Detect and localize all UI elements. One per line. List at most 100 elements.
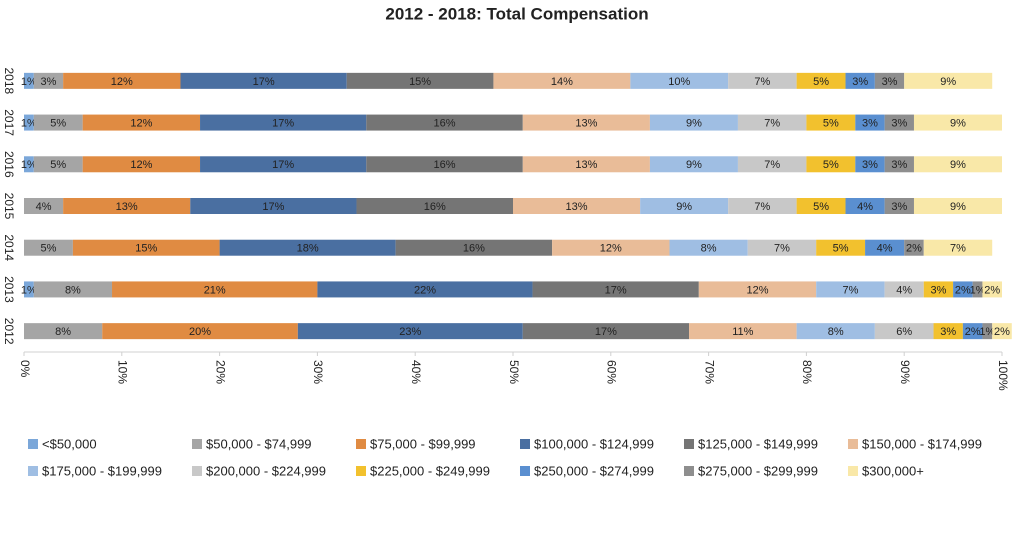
- bar-segment: [493, 72, 631, 89]
- data-label: 5%: [813, 76, 829, 88]
- bar-segment: [24, 239, 73, 256]
- data-label: 9%: [686, 159, 702, 171]
- data-label: 9%: [676, 201, 692, 213]
- x-tick-label: 50%: [507, 360, 521, 384]
- legend-swatch: [28, 466, 38, 476]
- bar-segment: [366, 156, 523, 173]
- data-label: 12%: [111, 76, 133, 88]
- bar-segment: [356, 198, 513, 214]
- data-label: 7%: [774, 243, 790, 255]
- bar-segment: [874, 323, 934, 340]
- data-label: 9%: [950, 117, 966, 129]
- bar-segment: [72, 239, 220, 256]
- bar-segment: [649, 156, 738, 173]
- bar-segment: [806, 114, 856, 131]
- bar-segment: [737, 156, 807, 173]
- bar-segment: [33, 72, 64, 89]
- y-tick-label: 2015: [2, 193, 16, 220]
- data-label: 9%: [940, 76, 956, 88]
- legend-swatch: [684, 439, 694, 449]
- data-label: 18%: [297, 243, 319, 255]
- legend-swatch: [848, 439, 858, 449]
- bar-segment: [346, 72, 494, 89]
- data-label: 5%: [40, 243, 56, 255]
- x-tick-label: 90%: [898, 360, 912, 384]
- data-label: 8%: [828, 326, 844, 338]
- legend-label: $225,000 - $249,999: [370, 463, 490, 478]
- data-label: 13%: [575, 159, 597, 171]
- bar-segment: [923, 239, 993, 256]
- bar-segment: [953, 281, 973, 298]
- y-tick-label: 2017: [2, 109, 16, 136]
- bar-segment: [112, 281, 318, 298]
- x-tick-label: 70%: [702, 360, 716, 384]
- x-tick-label: 40%: [409, 360, 423, 384]
- x-tick-label: 80%: [800, 360, 814, 384]
- bar-segment: [63, 72, 181, 89]
- legend-swatch: [192, 466, 202, 476]
- bar-segment: [972, 281, 983, 298]
- data-label: 7%: [842, 284, 858, 296]
- data-label: 9%: [950, 201, 966, 213]
- data-label: 17%: [595, 326, 617, 338]
- data-label: 3%: [882, 76, 898, 88]
- data-label: 5%: [50, 117, 66, 129]
- bar-segment: [24, 72, 34, 89]
- bar-segment: [933, 323, 963, 340]
- data-label: 15%: [409, 76, 431, 88]
- data-label: 3%: [862, 117, 878, 129]
- data-label: 5%: [813, 201, 829, 213]
- data-label: 3%: [852, 76, 868, 88]
- legend-swatch: [28, 439, 38, 449]
- bar-segment: [884, 156, 914, 173]
- data-label: 9%: [686, 117, 702, 129]
- bar-segment: [532, 281, 699, 298]
- data-label: 5%: [823, 117, 839, 129]
- data-label: 20%: [189, 326, 211, 338]
- data-label: 8%: [701, 243, 717, 255]
- bar-segment: [728, 72, 797, 89]
- bar-segment: [913, 114, 1002, 131]
- bar-segment: [219, 239, 396, 256]
- legend-swatch: [684, 466, 694, 476]
- data-label: 3%: [891, 201, 907, 213]
- data-label: 4%: [896, 284, 912, 296]
- data-label: 8%: [65, 284, 81, 296]
- bar-segment: [190, 198, 357, 214]
- bar-segment: [865, 239, 905, 256]
- data-label: 16%: [434, 117, 456, 129]
- bar-segment: [630, 72, 729, 89]
- bar-segment: [24, 156, 34, 173]
- data-label: 1%: [979, 326, 995, 338]
- bar-segment: [884, 114, 914, 131]
- legend-label: $75,000 - $99,999: [370, 436, 476, 451]
- bar-segment: [33, 156, 83, 173]
- legend-label: $125,000 - $149,999: [698, 436, 818, 451]
- bar-segment: [522, 323, 690, 340]
- x-tick-label: 10%: [116, 360, 130, 384]
- legend-label: $250,000 - $274,999: [534, 463, 654, 478]
- bar-segment: [992, 323, 1012, 340]
- bar-segment: [24, 281, 34, 298]
- data-label: 14%: [551, 76, 573, 88]
- bar-segment: [904, 72, 993, 89]
- data-label: 4%: [857, 201, 873, 213]
- data-label: 13%: [566, 201, 588, 213]
- bar-segment: [796, 323, 875, 340]
- legend-swatch: [520, 466, 530, 476]
- bar-segment: [82, 114, 201, 131]
- bar-segment: [640, 198, 729, 214]
- data-label: 16%: [424, 201, 446, 213]
- legend-label: $100,000 - $124,999: [534, 436, 654, 451]
- data-label: 12%: [746, 284, 768, 296]
- data-label: 17%: [272, 159, 294, 171]
- bar-segment: [816, 239, 866, 256]
- data-label: 7%: [754, 201, 770, 213]
- x-tick-label: 20%: [213, 360, 227, 384]
- bar-segment: [845, 72, 875, 89]
- data-label: 7%: [754, 76, 770, 88]
- bar-segment: [855, 114, 885, 131]
- data-label: 13%: [116, 201, 138, 213]
- data-label: 7%: [764, 159, 780, 171]
- y-tick-label: 2013: [2, 276, 16, 303]
